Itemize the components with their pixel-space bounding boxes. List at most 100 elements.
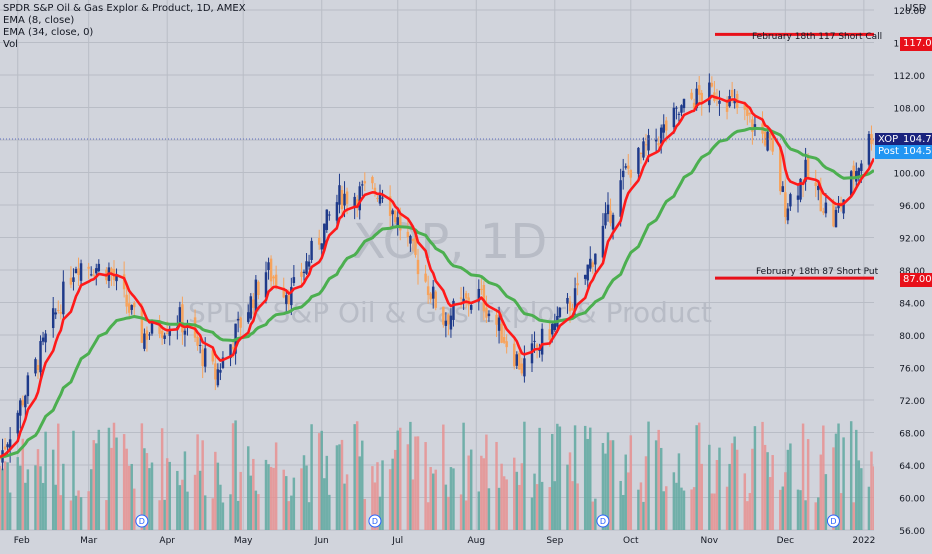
- volume-bar: [779, 489, 782, 530]
- candle-body: [267, 262, 270, 271]
- candle-body: [57, 310, 60, 312]
- x-tick-label: Sep: [546, 536, 563, 546]
- candle-body: [482, 284, 486, 312]
- dividend-marker[interactable]: [596, 514, 610, 528]
- volume-bar: [163, 499, 166, 530]
- volume-bar: [551, 433, 554, 530]
- candle-body: [485, 307, 488, 318]
- candle-body: [274, 274, 278, 287]
- candle-body: [571, 308, 574, 311]
- candle-body: [819, 189, 823, 212]
- volume-bar: [708, 444, 711, 530]
- legend-ema-34[interactable]: EMA (34, close, 0): [3, 27, 94, 38]
- candle-body: [594, 253, 597, 265]
- candle-body: [290, 286, 293, 306]
- candle-body: [629, 169, 633, 178]
- candle-body: [675, 107, 678, 109]
- volume-bar: [133, 488, 136, 530]
- volume-bar: [796, 489, 800, 530]
- volume-bar: [867, 486, 871, 530]
- candle-body: [771, 138, 774, 152]
- candle-body: [692, 102, 696, 109]
- candle-body: [353, 196, 356, 208]
- volume-bar: [247, 446, 250, 530]
- candle-body: [376, 197, 379, 199]
- candle-body: [870, 134, 873, 145]
- short-put-label: February 18th 87 Short Put: [756, 267, 879, 277]
- candle-body: [252, 299, 255, 308]
- volume-bar: [556, 423, 559, 530]
- volume-bar: [305, 465, 308, 530]
- candle-body: [867, 133, 871, 165]
- volume-bar: [24, 482, 27, 530]
- volume-bar: [606, 432, 610, 530]
- legend-volume[interactable]: Vol: [3, 39, 18, 50]
- candle-body: [323, 223, 326, 250]
- volume-bar: [657, 429, 660, 530]
- candle-body: [452, 300, 455, 320]
- candle-body: [89, 274, 93, 276]
- volume-bar: [857, 460, 861, 530]
- volume-bar: [789, 443, 792, 530]
- candle-body: [340, 190, 344, 210]
- volume-bar: [335, 445, 339, 530]
- volume-bar: [817, 497, 820, 530]
- y-tick-label: 64.00: [899, 462, 925, 472]
- candle-body: [708, 82, 711, 106]
- x-tick-label: Apr: [159, 536, 175, 546]
- volume-bar: [535, 484, 539, 530]
- volume-bar: [763, 444, 767, 530]
- ema-34-line: [0, 126, 875, 459]
- candle-body: [624, 166, 627, 168]
- volume-bar: [211, 498, 215, 530]
- candle-body: [431, 286, 435, 299]
- candle-body: [320, 243, 323, 250]
- volume-bar: [92, 440, 95, 530]
- dividend-marker[interactable]: [826, 514, 840, 528]
- candle-body: [657, 143, 660, 146]
- candle-body: [700, 92, 703, 103]
- volume-bar: [692, 487, 696, 530]
- candle-body: [786, 208, 790, 221]
- y-tick-label: 80.00: [899, 332, 925, 342]
- volume-bar: [558, 426, 562, 530]
- candle-body: [730, 89, 734, 97]
- candle-body: [697, 85, 701, 95]
- volume-bar: [870, 451, 873, 530]
- candle-body: [416, 259, 420, 275]
- dividend-marker[interactable]: [135, 514, 149, 528]
- volume-bar: [77, 490, 80, 530]
- volume-bar: [495, 441, 498, 530]
- candle-body: [373, 187, 377, 194]
- x-tick-label: Aug: [467, 536, 485, 546]
- volume-bar: [57, 423, 60, 530]
- candle-body: [520, 363, 524, 374]
- volume-bar: [355, 421, 359, 530]
- volume-bar: [229, 494, 232, 530]
- volume-bar: [627, 472, 630, 530]
- candle-body: [710, 82, 714, 87]
- candle-body: [459, 297, 463, 299]
- legend-ema-8[interactable]: EMA (8, close): [3, 15, 75, 26]
- candle-body: [201, 349, 204, 367]
- volume-bar: [515, 471, 519, 530]
- volume-bar: [127, 465, 131, 530]
- candle-body: [852, 165, 855, 180]
- candle-body: [62, 281, 65, 315]
- dividend-marker[interactable]: [368, 514, 382, 528]
- candle-body: [566, 297, 569, 304]
- volume-bar: [713, 493, 716, 530]
- volume-bar: [487, 488, 491, 530]
- volume-bar: [325, 455, 329, 530]
- volume-bar: [274, 442, 278, 530]
- candle-body: [300, 271, 303, 277]
- candle-body: [672, 107, 676, 128]
- candle-body: [148, 334, 151, 336]
- candle-body: [515, 354, 519, 366]
- volume-bar: [158, 500, 161, 530]
- candle-body: [396, 217, 399, 227]
- candle-body: [551, 323, 554, 335]
- volume-bar: [107, 427, 111, 530]
